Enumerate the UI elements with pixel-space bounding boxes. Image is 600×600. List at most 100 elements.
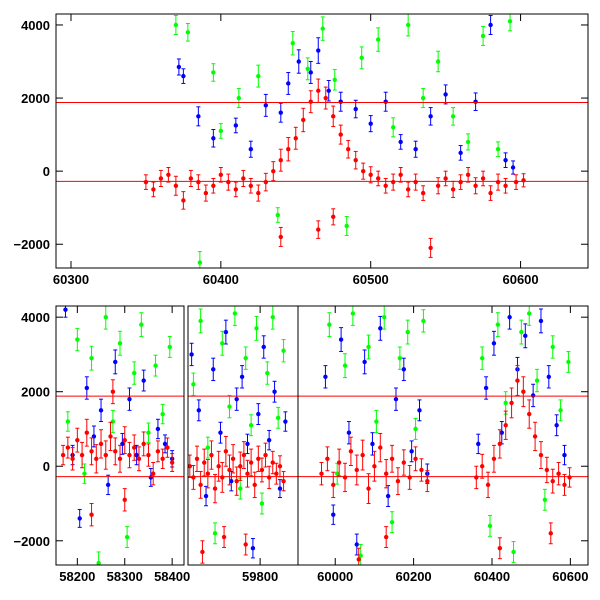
data-point — [450, 187, 456, 192]
data-point — [286, 81, 291, 86]
data-point — [226, 179, 231, 185]
data-point — [248, 183, 254, 188]
data-point — [141, 378, 146, 383]
series-00ff00 — [191, 306, 286, 545]
data-point — [283, 419, 288, 424]
data-point — [191, 475, 196, 480]
data-point — [327, 322, 332, 327]
data-point — [523, 333, 528, 339]
data-point — [105, 482, 111, 488]
data-point — [75, 437, 80, 443]
data-point — [413, 456, 418, 461]
data-point — [428, 245, 433, 251]
data-point — [162, 441, 168, 447]
data-point — [458, 179, 463, 185]
data-point — [368, 172, 373, 178]
data-point — [198, 318, 203, 324]
data-point — [521, 389, 526, 394]
series-ff0000 — [188, 435, 286, 564]
data-point — [473, 99, 478, 104]
data-point — [401, 460, 407, 465]
data-point — [220, 475, 225, 480]
y-tick-label: −2000 — [13, 237, 50, 252]
data-point — [239, 374, 245, 380]
data-point — [256, 73, 261, 79]
x-tick-label: 59800 — [242, 569, 278, 584]
data-point — [479, 464, 485, 469]
data-point — [353, 157, 358, 163]
data-point — [507, 19, 513, 24]
data-point — [254, 326, 259, 331]
data-point — [108, 434, 113, 439]
data-point — [495, 179, 501, 185]
data-point — [65, 419, 71, 424]
data-point — [132, 445, 137, 450]
data-point — [382, 314, 387, 320]
data-point — [200, 549, 205, 555]
data-point — [270, 460, 275, 465]
y-tick-label: 4000 — [21, 310, 50, 325]
data-point — [323, 95, 328, 101]
data-point — [562, 452, 567, 458]
data-point — [166, 172, 171, 178]
data-point — [256, 190, 261, 196]
data-point — [503, 400, 508, 406]
data-point — [509, 400, 514, 406]
data-point — [250, 546, 256, 551]
data-point — [79, 452, 85, 458]
data-point — [218, 128, 224, 134]
data-point — [316, 88, 321, 93]
data-point — [390, 125, 396, 130]
data-point — [212, 486, 218, 491]
data-point — [265, 370, 270, 376]
data-point — [230, 456, 236, 461]
data-point — [338, 99, 343, 104]
data-point — [122, 437, 127, 443]
data-point — [89, 512, 94, 517]
data-layer — [188, 306, 288, 564]
data-point — [407, 475, 412, 480]
data-point — [510, 165, 516, 170]
data-point — [216, 464, 221, 469]
series-00ff00 — [173, 14, 513, 268]
series-ff0000 — [143, 78, 526, 258]
data-point — [272, 389, 277, 394]
data-point — [465, 172, 471, 178]
data-point — [548, 531, 553, 536]
data-point — [189, 352, 194, 357]
bottom-panel-segment-0: 58200 58300 58400 — [55, 305, 190, 584]
data-point — [554, 423, 559, 428]
data-point — [181, 198, 186, 203]
data-layer — [319, 306, 572, 565]
data-point — [245, 441, 250, 447]
data-point — [234, 396, 239, 402]
data-point — [117, 341, 123, 346]
data-point — [60, 452, 66, 458]
data-point — [241, 176, 246, 181]
data-layer — [60, 306, 175, 565]
data-point — [146, 430, 151, 435]
data-point — [458, 150, 463, 156]
data-point — [534, 378, 540, 383]
data-point — [428, 114, 433, 119]
data-point — [197, 260, 203, 265]
data-point — [281, 348, 286, 353]
data-point — [229, 478, 234, 484]
x-tick-label: 60300 — [53, 272, 89, 287]
x-tick-label: 60600 — [552, 569, 588, 584]
data-point — [241, 452, 247, 458]
data-point — [354, 467, 359, 473]
data-point — [550, 344, 555, 350]
data-point — [398, 139, 403, 145]
data-point — [344, 223, 349, 229]
data-point — [413, 426, 418, 432]
data-point — [544, 467, 550, 473]
x-tick-label: 60000 — [317, 569, 353, 584]
data-point — [110, 419, 116, 424]
bottom-panel-segment-2: 60000 60200 60400 60600 — [297, 305, 589, 584]
data-point — [203, 493, 209, 499]
data-point — [188, 464, 193, 469]
data-point — [383, 534, 389, 540]
data-point — [223, 329, 229, 335]
data-point — [503, 157, 508, 163]
